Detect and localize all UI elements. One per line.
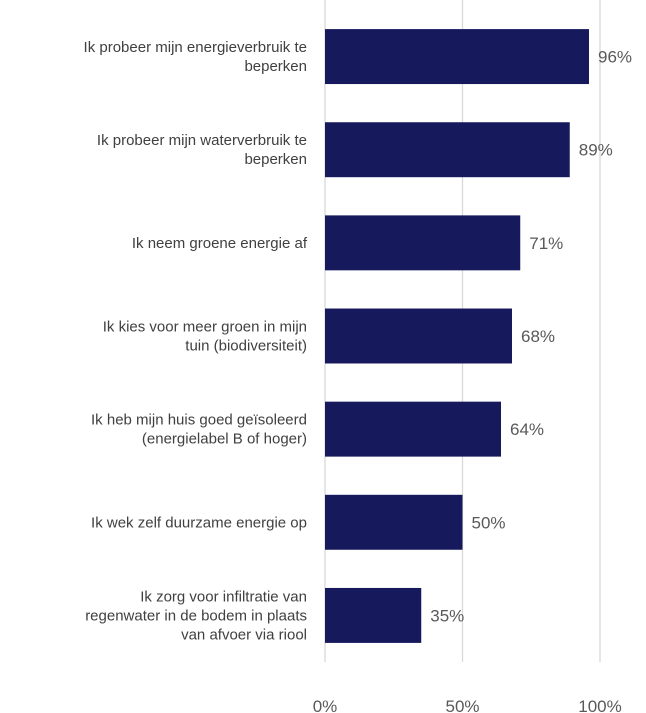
category-label-line: Ik heb mijn huis goed geïsoleerd bbox=[91, 412, 307, 429]
category-label: Ik zorg voor infiltratie van regenwater i… bbox=[85, 588, 307, 643]
bar bbox=[325, 308, 512, 364]
category-label-line: Ik probeer mijn waterverbruik te bbox=[97, 132, 307, 149]
bar bbox=[325, 122, 570, 178]
bar bbox=[325, 401, 501, 457]
category-label: Ik heb mijn huis goed geïsoleerd (energie… bbox=[91, 412, 307, 448]
bar-value-label: 50% bbox=[472, 513, 506, 532]
x-axis-tick-labels: 0% 50% 100% bbox=[313, 697, 622, 713]
category-label-line: Ik neem groene energie af bbox=[132, 235, 308, 252]
x-tick-label: 100% bbox=[578, 697, 621, 713]
category-label-line: Ik probeer mijn energieverbruik te bbox=[84, 39, 307, 56]
bars bbox=[325, 29, 589, 643]
category-labels: Ik probeer mijn energieverbruik te beperk… bbox=[84, 39, 308, 643]
bar bbox=[325, 587, 422, 643]
category-label: Ik probeer mijn energieverbruik te beperk… bbox=[84, 39, 307, 75]
bar-value-label: 68% bbox=[521, 327, 555, 346]
category-label-line: beperken bbox=[244, 151, 307, 168]
category-label: Ik wek zelf duurzame energie op bbox=[91, 514, 307, 531]
bar bbox=[325, 494, 463, 550]
category-label: Ik probeer mijn waterverbruik te beperken bbox=[97, 132, 307, 168]
category-label: Ik kies voor meer groen in mijn tuin (bio… bbox=[103, 319, 307, 355]
bar bbox=[325, 215, 521, 271]
category-label-line: beperken bbox=[244, 58, 307, 75]
bar-value-label: 35% bbox=[430, 606, 464, 625]
category-label-line: Ik zorg voor infiltratie van bbox=[140, 588, 307, 605]
bar bbox=[325, 29, 589, 85]
x-tick-label: 50% bbox=[445, 697, 479, 713]
category-label-line: regenwater in de bodem in plaats bbox=[85, 607, 307, 624]
bar-value-label: 71% bbox=[529, 234, 563, 253]
value-labels: 96% 89% 71% 68% 64% 50% 35% bbox=[430, 48, 632, 626]
x-tick-label: 0% bbox=[313, 697, 338, 713]
category-label-line: van afvoer via riool bbox=[181, 626, 307, 643]
category-label-line: (energielabel B of hoger) bbox=[142, 431, 307, 448]
bar-value-label: 89% bbox=[579, 141, 613, 160]
bar-value-label: 96% bbox=[598, 48, 632, 67]
category-label: Ik neem groene energie af bbox=[132, 235, 308, 252]
category-label-line: Ik kies voor meer groen in mijn bbox=[103, 319, 307, 336]
category-label-line: Ik wek zelf duurzame energie op bbox=[91, 514, 307, 531]
bar-value-label: 64% bbox=[510, 420, 544, 439]
category-label-line: tuin (biodiversiteit) bbox=[185, 338, 307, 355]
